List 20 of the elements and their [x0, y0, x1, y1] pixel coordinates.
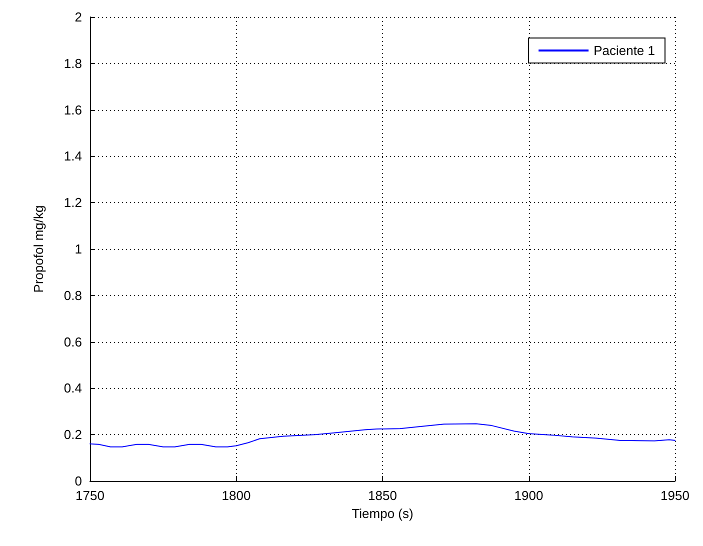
y-tick-label: 0.8: [64, 288, 82, 303]
y-tick-label: 1.4: [64, 148, 82, 164]
y-tick-label: 0: [74, 474, 82, 488]
x-tick-label: 1800: [222, 488, 251, 503]
x-axis-title: Tiempo (s): [352, 506, 414, 521]
x-tick-label: 1900: [514, 488, 544, 503]
y-axis-title: Propofol mg/kg: [31, 205, 46, 293]
y-tick-label: 1: [74, 242, 82, 256]
legend-label: Paciente 1: [594, 43, 656, 58]
y-tick-label: 0.4: [64, 380, 82, 396]
line-series: [90, 423, 676, 448]
y-tick-label: 0.2: [64, 427, 82, 442]
x-tick-label: 1950: [660, 488, 690, 503]
y-tick-label: 0.6: [64, 334, 82, 350]
y-tick-label: 2: [74, 10, 82, 24]
x-tick-label: 1850: [368, 488, 397, 503]
y-tick-label: 1.8: [64, 56, 82, 71]
y-tick-label: 1.6: [64, 102, 82, 118]
y-tick-label: 1.2: [64, 195, 82, 210]
x-tick-label: 1750: [76, 488, 104, 503]
